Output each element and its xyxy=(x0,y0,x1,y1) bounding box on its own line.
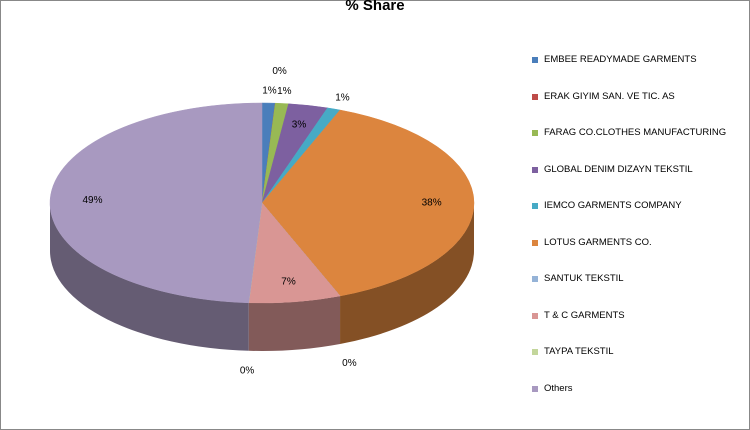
legend-item: T & C GARMENTS xyxy=(532,310,737,322)
data-label: 1% xyxy=(262,86,277,97)
legend-swatch xyxy=(532,203,538,209)
legend-item: ERAK GIYIM SAN. VE TIC. AS xyxy=(532,91,737,103)
legend-swatch xyxy=(532,57,538,63)
legend-item: SANTUK TEKSTIL xyxy=(532,273,737,285)
pie-slice-side xyxy=(248,295,341,351)
pie-slice xyxy=(49,102,263,304)
data-label: 7% xyxy=(281,277,296,288)
legend-swatch xyxy=(532,166,538,173)
legend-item: EMBEE READYMADE GARMENTS xyxy=(532,54,737,66)
legend-item: GLOBAL DENIM DIZAYN TEKSTIL xyxy=(532,164,737,176)
data-label: 1% xyxy=(277,86,292,97)
legend-label: SANTUK TEKSTIL xyxy=(544,273,624,284)
legend-swatch xyxy=(532,239,538,246)
data-label: 1% xyxy=(335,92,350,103)
chart-title: % Share xyxy=(345,0,404,14)
pie-slice-side xyxy=(50,203,249,351)
data-label: 0% xyxy=(272,66,287,77)
pie-slice-side xyxy=(340,203,474,344)
legend-label: T & C GARMENTS xyxy=(544,309,625,321)
data-label: 49% xyxy=(82,195,102,206)
legend-label: TAYPA TEKSTIL xyxy=(544,346,614,357)
legend-swatch xyxy=(532,385,538,392)
data-label: 3% xyxy=(292,120,307,131)
legend-item: FARAG CO.CLOTHES MANUFACTURING xyxy=(532,127,737,139)
legend-label: EMBEE READYMADE GARMENTS xyxy=(544,54,697,65)
legend-item: Others xyxy=(532,383,737,395)
legend-item: LOTUS GARMENTS CO. xyxy=(532,237,737,249)
data-label: 0% xyxy=(240,365,255,376)
legend-swatch xyxy=(532,349,538,355)
legend-item: IEMCO GARMENTS COMPANY xyxy=(532,200,737,212)
legend-label: LOTUS GARMENTS CO. xyxy=(544,236,652,248)
legend-label: Others xyxy=(544,382,573,394)
data-label: 38% xyxy=(422,198,442,209)
legend-label: GLOBAL DENIM DIZAYN TEKSTIL xyxy=(544,163,693,175)
legend-label: FARAG CO.CLOTHES MANUFACTURING xyxy=(544,127,727,138)
legend-label: IEMCO GARMENTS COMPANY xyxy=(544,200,682,211)
legend-label: ERAK GIYIM SAN. VE TIC. AS xyxy=(544,90,675,102)
legend-swatch xyxy=(532,312,538,319)
legend-swatch xyxy=(532,93,538,100)
legend-item: TAYPA TEKSTIL xyxy=(532,346,737,358)
legend-swatch xyxy=(532,276,538,282)
pie-slice xyxy=(261,109,475,297)
data-label: 0% xyxy=(342,358,357,369)
legend-swatch xyxy=(532,130,538,136)
